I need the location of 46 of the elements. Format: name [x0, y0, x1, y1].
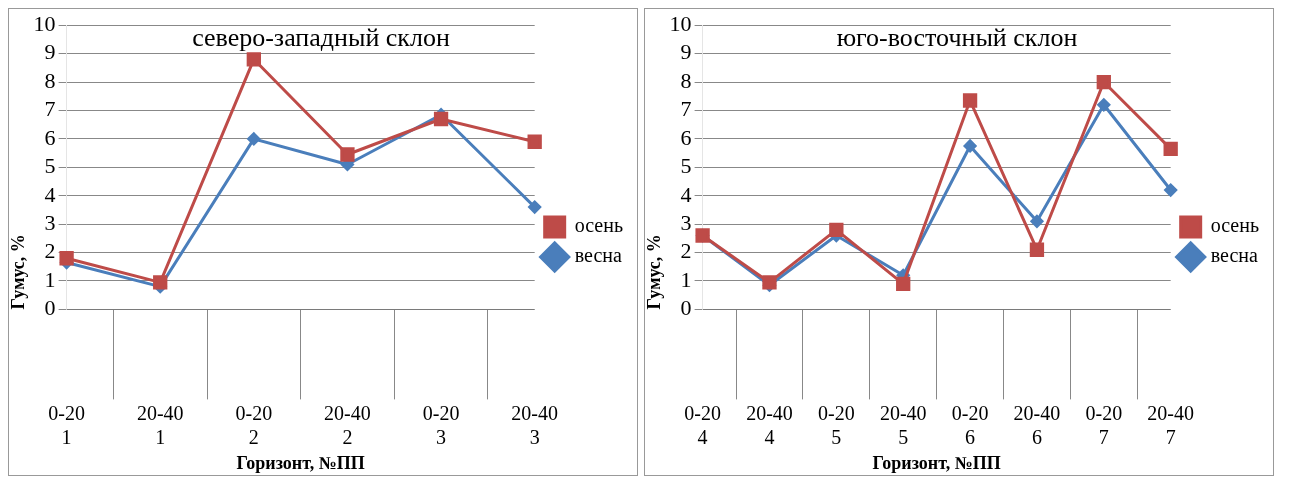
y-tick-label: 2 [680, 238, 692, 264]
legend-label: весна [574, 244, 622, 267]
y-tick-label: 6 [680, 124, 692, 150]
x-tick-label: 20-40 2 [324, 401, 371, 448]
x-tick-label: 0-20 4 [684, 401, 721, 448]
y-tick-label: 8 [44, 67, 56, 93]
y-tick-label: 6 [44, 124, 56, 150]
y-axis-title: Гумус, % [8, 234, 29, 310]
x-axis-title: Горизонт, №ПП [872, 452, 1001, 473]
x-tick-label: 20-40 6 [1013, 401, 1061, 448]
x-tick-label: 20-40 4 [746, 401, 793, 448]
chart-title: юго-восточный склон [836, 23, 1078, 53]
y-tick-label: 10 [669, 10, 692, 36]
legend-label: весна [1210, 244, 1258, 267]
y-tick-label: 1 [680, 266, 692, 292]
y-tick-label: 2 [44, 238, 56, 264]
x-tick-label: 20-40 3 [511, 401, 559, 448]
y-tick-label: 8 [680, 67, 692, 93]
y-tick-label: 3 [680, 209, 692, 235]
y-tick-label: 9 [44, 39, 56, 65]
y-tick-label: 3 [44, 209, 56, 235]
x-tick-label: 0-20 5 [818, 401, 855, 448]
x-tick-label: 0-20 7 [1085, 401, 1123, 448]
y-tick-label: 5 [680, 153, 692, 179]
x-tick-label: 0-20 3 [422, 401, 460, 448]
legend-label: осень [1210, 214, 1260, 237]
x-tick-label: 20-40 1 [136, 401, 184, 448]
x-tick-label: 20-40 7 [1147, 401, 1195, 448]
y-tick-label: 4 [44, 181, 56, 207]
y-tick-label: 4 [680, 181, 692, 207]
y-tick-label: 9 [680, 39, 692, 65]
x-tick-label: 20-40 5 [879, 401, 927, 448]
y-tick-label: 10 [33, 10, 56, 36]
y-tick-label: 5 [44, 153, 56, 179]
y-axis-title: Гумус, % [644, 234, 665, 310]
y-tick-label: 7 [680, 96, 692, 122]
y-tick-label: 0 [680, 295, 692, 321]
x-tick-label: 0-20 1 [48, 401, 85, 448]
chart-title: северо-западный склон [192, 23, 450, 53]
y-tick-label: 1 [44, 266, 56, 292]
y-tick-label: 7 [44, 96, 56, 122]
x-axis-title: Горизонт, №ПП [236, 452, 365, 473]
y-tick-label: 0 [44, 295, 56, 321]
legend-label: осень [574, 214, 624, 237]
x-tick-label: 0-20 6 [951, 401, 989, 448]
x-tick-label: 0-20 2 [235, 401, 273, 448]
